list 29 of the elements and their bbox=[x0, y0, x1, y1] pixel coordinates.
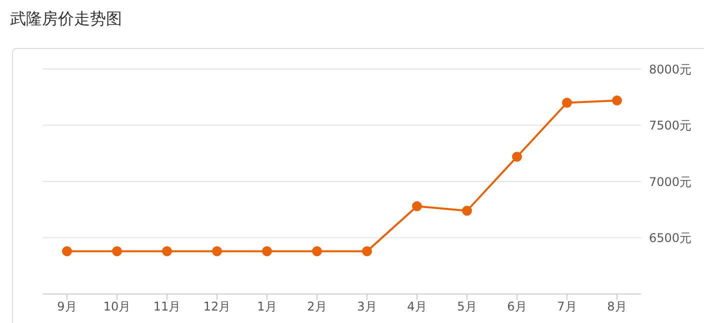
point bbox=[262, 246, 272, 256]
y-tick-label: 7000元 bbox=[649, 174, 692, 189]
point bbox=[512, 152, 522, 162]
x-tick-label: 7月 bbox=[557, 300, 577, 314]
x-tick-label: 1月 bbox=[257, 300, 277, 314]
x-tick-label: 11月 bbox=[153, 300, 181, 314]
chart-title: 武隆房价走势图 bbox=[10, 9, 122, 30]
point bbox=[612, 96, 622, 106]
point bbox=[62, 246, 72, 256]
x-tick-label: 6月 bbox=[507, 300, 527, 314]
y-tick-label: 8000元 bbox=[649, 62, 692, 76]
y-tick-label: 6500元 bbox=[649, 231, 692, 246]
point bbox=[362, 246, 372, 256]
y-tick-label: 7500元 bbox=[649, 118, 692, 133]
point bbox=[412, 201, 422, 212]
x-tick-label: 10月 bbox=[103, 300, 131, 314]
point bbox=[312, 246, 322, 256]
x-tick-label: 8月 bbox=[607, 300, 627, 314]
point bbox=[212, 246, 222, 256]
x-tick-label: 3月 bbox=[357, 300, 377, 314]
x-tick-label: 4月 bbox=[407, 300, 427, 314]
x-tick-label: 12月 bbox=[203, 300, 231, 314]
point bbox=[462, 206, 472, 216]
x-tick-label: 2月 bbox=[307, 300, 327, 314]
x-tick-label: 9月 bbox=[57, 300, 77, 314]
point bbox=[562, 98, 572, 108]
x-tick-label: 5月 bbox=[457, 300, 477, 314]
point bbox=[162, 246, 172, 256]
point bbox=[112, 246, 122, 256]
